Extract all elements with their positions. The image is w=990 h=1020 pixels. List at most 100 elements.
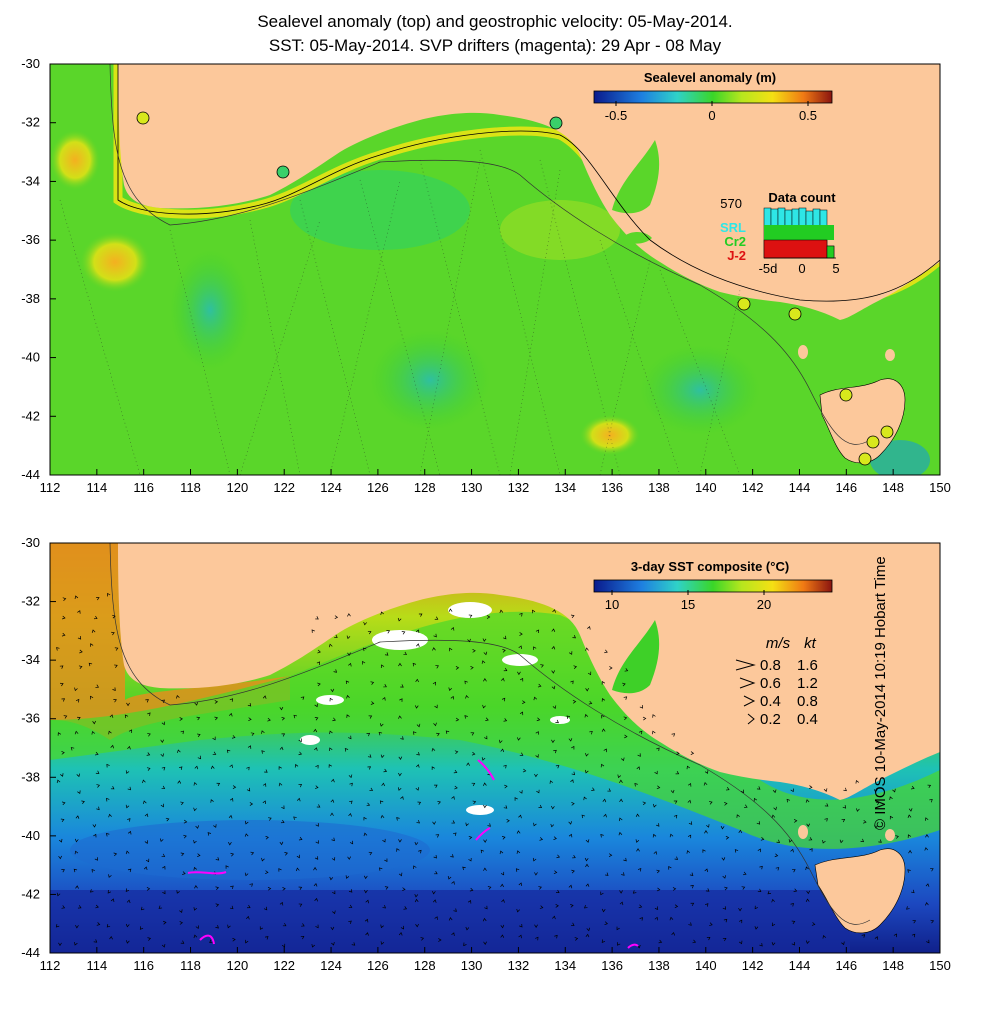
tide-gauge-marker[interactable] bbox=[788, 307, 802, 321]
velocity-arrow bbox=[400, 736, 404, 740]
velocity-arrow bbox=[907, 834, 912, 838]
velocity-arrow bbox=[619, 798, 623, 803]
velocity-arrow bbox=[381, 782, 385, 787]
velocity-arrow bbox=[178, 766, 183, 770]
velocity-arrow bbox=[90, 695, 94, 700]
velocity-arrow bbox=[397, 787, 402, 791]
velocity-arrow bbox=[383, 768, 388, 773]
velocity-arrow bbox=[757, 848, 761, 853]
velocity-ms-value: 0.4 bbox=[760, 693, 781, 710]
x-tick-label: 128 bbox=[414, 480, 436, 495]
velocity-arrow bbox=[808, 837, 813, 841]
velocity-arrow bbox=[314, 897, 318, 902]
velocity-arrow bbox=[791, 920, 796, 925]
x-tick-label: 124 bbox=[320, 958, 342, 973]
velocity-arrow bbox=[417, 801, 422, 806]
velocity-arrow bbox=[313, 882, 318, 887]
velocity-arrow bbox=[399, 698, 403, 702]
warm-anomaly-blob bbox=[50, 130, 100, 190]
velocity-arrow bbox=[736, 814, 740, 818]
velocity-arrow bbox=[332, 717, 336, 722]
velocity-arrow bbox=[58, 855, 62, 860]
velocity-arrow bbox=[348, 920, 352, 924]
leeuwin-current-warm-water bbox=[50, 543, 290, 740]
velocity-arrow bbox=[109, 935, 113, 940]
velocity-arrow bbox=[348, 904, 353, 908]
velocity-arrow bbox=[724, 886, 728, 891]
velocity-arrow bbox=[370, 701, 375, 705]
velocity-arrow bbox=[601, 698, 606, 702]
sst-map-panel bbox=[50, 543, 940, 953]
tide-gauge-marker[interactable] bbox=[136, 111, 150, 125]
satellite-label-j2: J-2 bbox=[727, 248, 746, 263]
velocity-arrow bbox=[534, 773, 538, 778]
velocity-arrow bbox=[555, 889, 560, 894]
velocity-arrow bbox=[58, 942, 62, 947]
tide-gauge-marker[interactable] bbox=[858, 452, 872, 466]
velocity-arrow bbox=[637, 867, 642, 872]
velocity-arrow bbox=[771, 942, 776, 946]
velocity-arrow bbox=[267, 717, 271, 722]
x-tick-label: 120 bbox=[227, 480, 249, 495]
velocity-arrow bbox=[809, 848, 813, 852]
velocity-arrow bbox=[687, 782, 692, 787]
flinders-island bbox=[885, 829, 895, 841]
kangaroo-island-water bbox=[622, 232, 652, 244]
velocity-arrow bbox=[571, 771, 576, 776]
velocity-arrow bbox=[114, 647, 119, 651]
velocity-arrow bbox=[146, 767, 151, 771]
velocity-arrow bbox=[600, 763, 605, 768]
velocity-arrow bbox=[621, 872, 625, 876]
velocity-arrow bbox=[436, 732, 440, 737]
j2-count-band bbox=[763, 239, 828, 259]
velocity-arrow bbox=[573, 665, 578, 669]
velocity-kt-value: 1.6 bbox=[797, 657, 818, 674]
tide-gauge-marker[interactable] bbox=[866, 435, 880, 449]
velocity-arrow bbox=[416, 723, 421, 728]
velocity-arrow bbox=[775, 867, 780, 871]
velocity-arrow bbox=[555, 719, 559, 724]
velocity-arrow bbox=[472, 648, 476, 653]
tide-gauge-marker[interactable] bbox=[276, 165, 290, 179]
tide-gauge-marker[interactable] bbox=[880, 425, 894, 439]
velocity-legend-rows: 0.8 1.60.6 1.20.4 0.80.2 0.4 bbox=[735, 657, 818, 728]
tide-gauge-marker[interactable] bbox=[549, 116, 563, 130]
x-tick-label: 144 bbox=[789, 958, 811, 973]
cloud-mask bbox=[300, 602, 570, 815]
x-tick-label: 130 bbox=[461, 958, 483, 973]
velocity-arrow bbox=[364, 918, 369, 923]
velocity-arrow bbox=[249, 883, 253, 887]
velocity-arrow bbox=[519, 790, 523, 794]
velocity-arrow bbox=[601, 714, 605, 719]
velocity-arrow bbox=[246, 766, 250, 771]
velocity-arrow bbox=[483, 941, 487, 945]
tide-gauge-marker[interactable] bbox=[737, 297, 751, 311]
velocity-arrow bbox=[555, 904, 559, 908]
velocity-arrow bbox=[654, 916, 659, 921]
velocity-arrow bbox=[89, 643, 94, 647]
velocity-arrow bbox=[927, 784, 932, 789]
sla-colorbar: Sealevel anomaly (m) -0.5 0 0.5 bbox=[593, 70, 833, 123]
velocity-arrow bbox=[261, 857, 265, 862]
velocity-arrow bbox=[635, 839, 640, 843]
velocity-arrow bbox=[689, 872, 694, 876]
velocity-arrow bbox=[210, 799, 214, 803]
velocity-arrow bbox=[471, 782, 476, 787]
velocity-arrow bbox=[583, 796, 587, 801]
velocity-arrow bbox=[656, 887, 661, 892]
velocity-arrow bbox=[144, 813, 149, 818]
velocity-arrow bbox=[248, 717, 252, 722]
velocity-arrow bbox=[571, 801, 575, 806]
velocity-kt-value: 0.8 bbox=[797, 693, 818, 710]
velocity-arrow bbox=[293, 816, 297, 820]
velocity-arrow bbox=[380, 924, 384, 929]
velocity-arrow bbox=[106, 797, 110, 802]
velocity-arrow bbox=[483, 804, 487, 809]
velocity-arrow bbox=[348, 735, 352, 740]
svp-drifter-tracks bbox=[187, 759, 639, 949]
velocity-arrow bbox=[113, 699, 117, 703]
velocity-arrow bbox=[774, 853, 779, 858]
velocity-arrow bbox=[773, 806, 777, 811]
velocity-arrow bbox=[839, 839, 844, 844]
tide-gauge-marker[interactable] bbox=[839, 388, 853, 402]
